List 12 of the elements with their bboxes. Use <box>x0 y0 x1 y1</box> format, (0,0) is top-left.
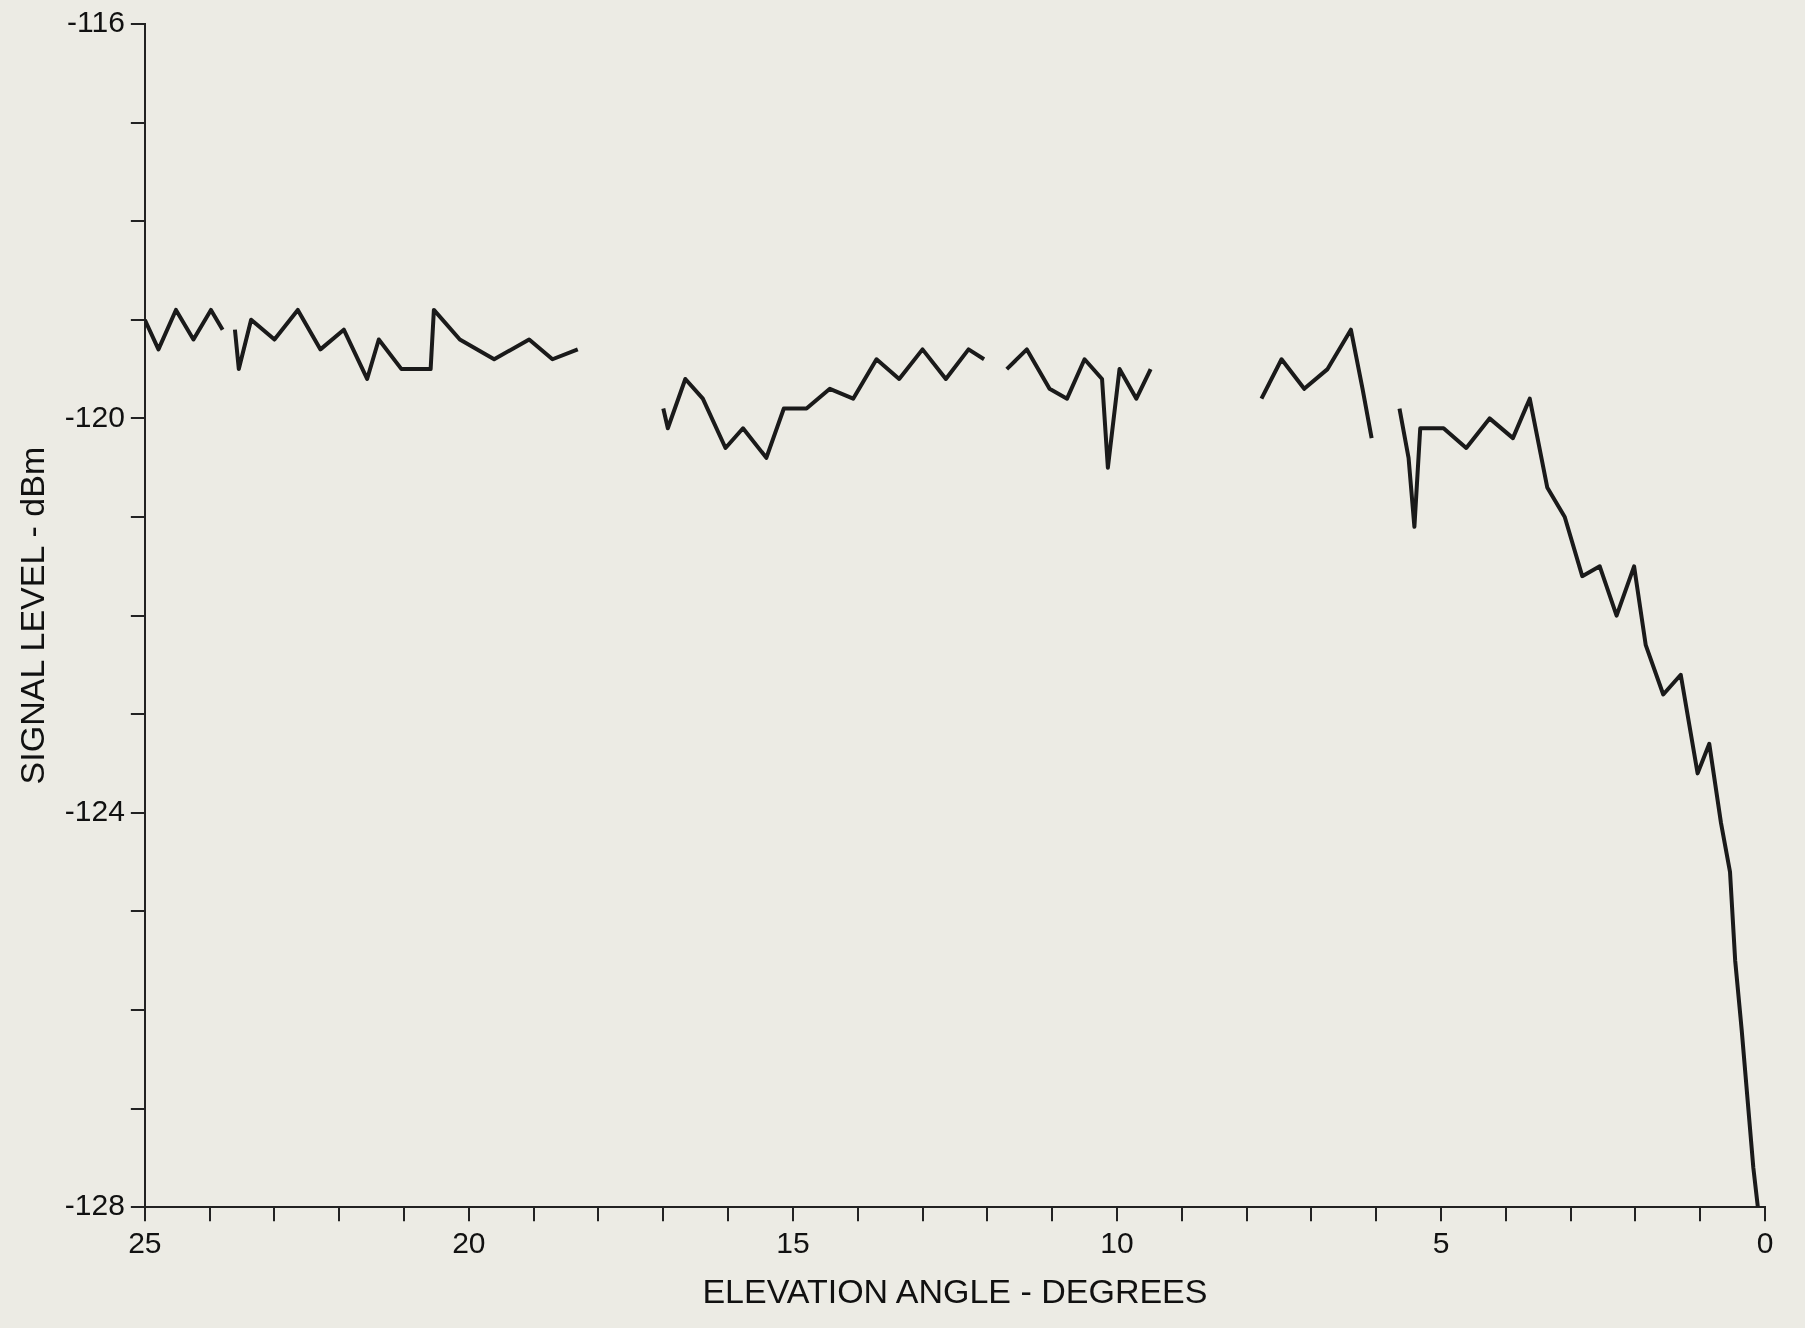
x-axis-title: ELEVATION ANGLE - DEGREES <box>702 1271 1208 1310</box>
x-tick-label: 25 <box>128 1226 162 1260</box>
x-tick-label: 0 <box>1756 1226 1774 1260</box>
y-tick-label: -120 <box>64 399 125 433</box>
y-axis-title: SIGNAL LEVEL - dBm <box>12 446 51 785</box>
y-tick-label: -116 <box>67 5 125 39</box>
y-tick-label: -128 <box>64 1188 125 1222</box>
x-tick-label: 15 <box>776 1226 810 1260</box>
y-tick-label: -124 <box>64 794 125 828</box>
x-tick-label: 20 <box>452 1226 486 1260</box>
x-tick-label: 5 <box>1432 1226 1450 1260</box>
x-tick-label: 10 <box>1100 1226 1134 1260</box>
